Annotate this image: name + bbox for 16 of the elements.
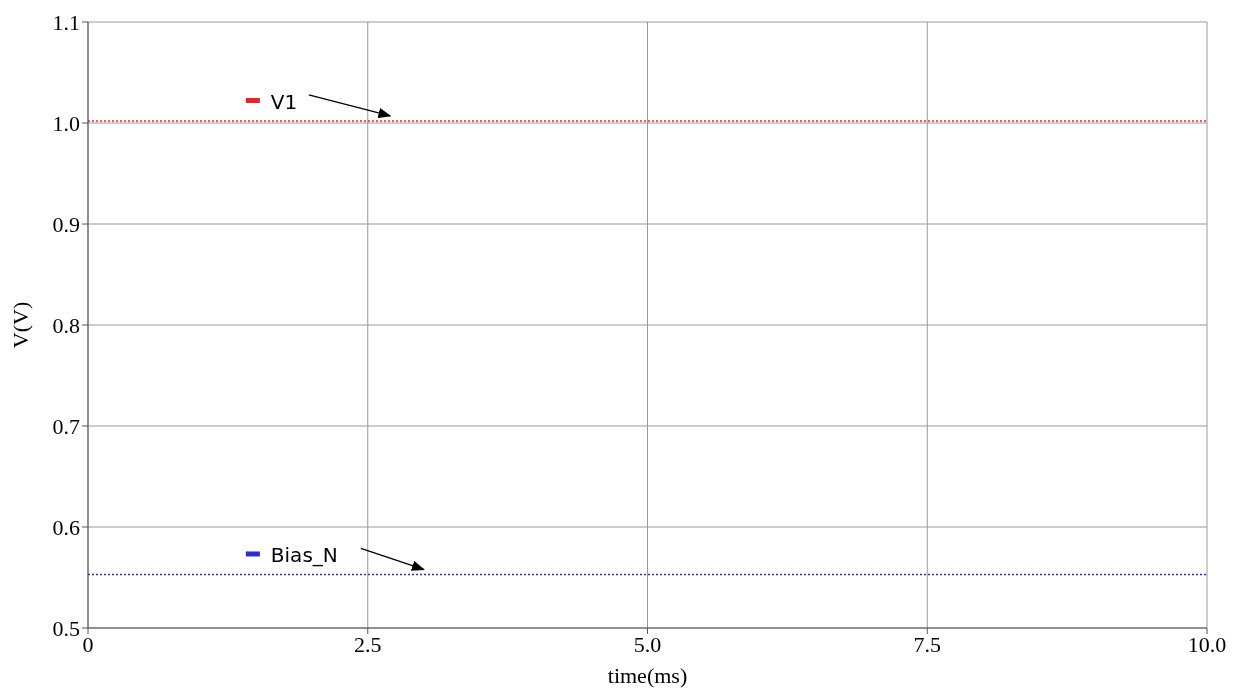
x-tick-label: 2.5 — [354, 631, 382, 657]
y-tick-label: 0.9 — [52, 211, 80, 237]
legend-label: V1 — [270, 89, 298, 114]
y-tick-label: 1.0 — [52, 110, 80, 136]
y-tick-label: 0.7 — [52, 413, 80, 439]
y-axis-title: V(V) — [7, 301, 33, 349]
x-tick-label: 0 — [82, 631, 94, 657]
x-tick-label: 7.5 — [913, 631, 941, 657]
y-tick-label: 1.1 — [52, 9, 80, 35]
y-tick-label: 0.8 — [52, 312, 80, 338]
y-tick-label: 0.5 — [52, 615, 80, 641]
x-tick-label: 5.0 — [633, 631, 662, 657]
y-tick-label: 0.6 — [52, 514, 80, 540]
legend-label: Bias_N — [270, 543, 338, 568]
x-tick-label: 10.0 — [1187, 631, 1227, 657]
x-axis-title: time(ms) — [607, 663, 688, 688]
